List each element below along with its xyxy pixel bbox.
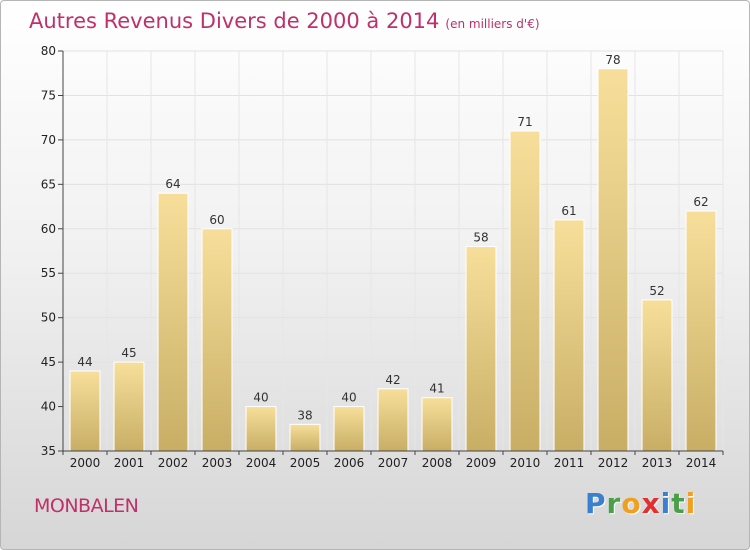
bar bbox=[641, 299, 673, 452]
bar-value-label: 44 bbox=[77, 355, 92, 369]
axes bbox=[58, 50, 724, 455]
bar-value-label: 45 bbox=[121, 346, 136, 360]
bar bbox=[465, 246, 497, 452]
bar bbox=[509, 130, 541, 452]
y-tick-label: 50 bbox=[41, 311, 56, 325]
bar bbox=[289, 423, 321, 452]
y-tick-label: 70 bbox=[41, 133, 56, 147]
city-name: MONBALEN bbox=[34, 495, 139, 517]
bar-value-label: 61 bbox=[561, 204, 576, 218]
bar bbox=[201, 228, 233, 452]
y-tick-label: 65 bbox=[41, 177, 56, 191]
bar-value-label: 40 bbox=[341, 391, 356, 405]
x-tick-label: 2007 bbox=[378, 456, 409, 470]
bar-value-label: 41 bbox=[429, 382, 444, 396]
x-tick-label: 2002 bbox=[158, 456, 189, 470]
y-tick-label: 60 bbox=[41, 222, 56, 236]
bar-value-label: 52 bbox=[649, 284, 664, 298]
bar-value-label: 58 bbox=[473, 231, 488, 245]
x-tick-label: 2011 bbox=[554, 456, 585, 470]
bar-value-label: 78 bbox=[605, 53, 620, 67]
y-tick-label: 45 bbox=[41, 355, 56, 369]
bar bbox=[333, 406, 365, 452]
x-tick-label: 2004 bbox=[246, 456, 277, 470]
bar bbox=[421, 397, 453, 452]
y-tick-label: 35 bbox=[41, 444, 56, 458]
bar-value-label: 64 bbox=[165, 177, 180, 191]
y-tick-label: 75 bbox=[41, 88, 56, 102]
logo-letter: i bbox=[685, 487, 697, 520]
x-tick-label: 2012 bbox=[598, 456, 629, 470]
x-tick-label: 2006 bbox=[334, 456, 365, 470]
bar-value-label: 62 bbox=[693, 195, 708, 209]
y-tick-label: 80 bbox=[41, 44, 56, 58]
bar bbox=[245, 406, 277, 452]
y-tick-label: 55 bbox=[41, 266, 56, 280]
bar bbox=[113, 361, 145, 452]
proxiti-logo: Proxiti bbox=[585, 487, 696, 520]
x-tick-label: 2001 bbox=[114, 456, 145, 470]
x-tick-label: 2010 bbox=[510, 456, 541, 470]
bar-value-label: 60 bbox=[209, 213, 224, 227]
y-tick-label: 40 bbox=[41, 400, 56, 414]
bar bbox=[685, 210, 717, 452]
bar-value-label: 38 bbox=[297, 408, 312, 422]
bar bbox=[157, 192, 189, 452]
chart-subtitle: (en milliers d'€) bbox=[445, 17, 540, 31]
logo-letter: i bbox=[660, 487, 672, 520]
bar-value-label: 71 bbox=[517, 115, 532, 129]
bar bbox=[553, 219, 585, 452]
bars bbox=[69, 68, 717, 452]
x-tick-label: 2014 bbox=[686, 456, 717, 470]
chart-title: Autres Revenus Divers de 2000 à 2014 bbox=[29, 9, 440, 33]
logo-letter: P bbox=[585, 487, 607, 520]
x-tick-label: 2009 bbox=[466, 456, 497, 470]
bar-value-label: 42 bbox=[385, 373, 400, 387]
logo-letter: t bbox=[671, 487, 686, 520]
x-tick-label: 2000 bbox=[70, 456, 101, 470]
logo-letter: o bbox=[621, 487, 642, 520]
bar bbox=[377, 388, 409, 452]
bar-value-label: 40 bbox=[253, 391, 268, 405]
logo-letter: x bbox=[641, 487, 661, 520]
x-tick-label: 2008 bbox=[422, 456, 453, 470]
x-tick-label: 2013 bbox=[642, 456, 673, 470]
chart-title-block: Autres Revenus Divers de 2000 à 2014 (en … bbox=[29, 9, 540, 33]
x-tick-label: 2005 bbox=[290, 456, 321, 470]
labels: 35 40 45 50 55 60 65 70 75 80 44 2000 45 2001 64 2002 60… bbox=[41, 44, 717, 470]
logo-letter: r bbox=[606, 487, 622, 520]
x-tick-label: 2003 bbox=[202, 456, 233, 470]
bar bbox=[69, 370, 101, 452]
bar bbox=[597, 68, 629, 452]
